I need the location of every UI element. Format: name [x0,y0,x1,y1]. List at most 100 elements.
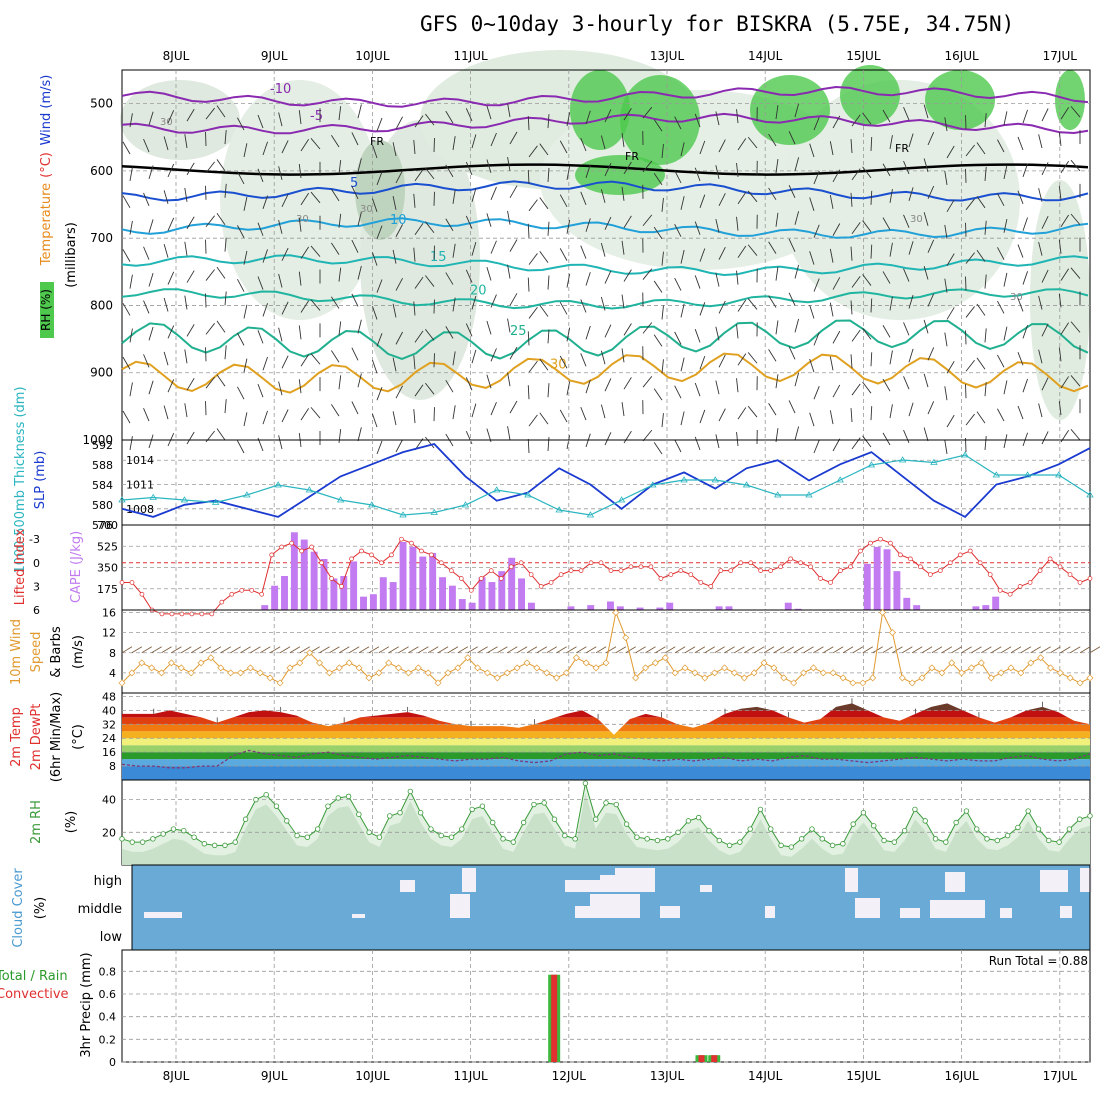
temp-ylabel-1: 2m Temp [9,707,24,767]
rh-marker [367,830,372,835]
li-marker [519,561,523,565]
surface-wind-barb [586,647,596,653]
rh-marker [861,810,866,815]
surface-wind-barb [636,647,646,653]
wind-speed-marker [277,680,283,686]
rh-marker [583,781,588,786]
li-marker [928,573,932,577]
surface-wind-barb [260,647,270,653]
wind-frame [122,610,1090,693]
cape-bar [488,582,495,610]
cloud-block [450,894,470,918]
isotherm-label: 5 [350,176,358,191]
surface-wind-barb [152,647,162,653]
wind-speed-marker [652,660,658,666]
rh-marker [511,840,516,845]
surface-wind-barb [320,647,330,653]
precip-frame [122,950,1090,1062]
day-label-bottom: 9JUL [261,1069,288,1083]
wind-speed-marker [544,670,550,676]
wind-speed-marker [978,660,984,666]
temp-tick: 24 [102,732,116,745]
cloud-block [945,872,965,892]
surface-wind-barb [349,647,359,653]
rh-marker [882,838,887,843]
surface-wind-barb [418,647,428,653]
wind-ylabel-3: & Barbs [49,626,64,678]
thick-tick: 580 [92,499,113,512]
cloud-level-label: middle [78,902,122,917]
surface-wind-barb [458,647,468,653]
cape-bar [893,571,900,610]
li-marker [419,549,423,553]
li-marker [1058,565,1062,569]
rh-marker [1077,817,1082,822]
day-label-bottom: 16JUL [944,1069,979,1083]
cape-bar [785,603,792,610]
temp-band [122,731,1090,738]
cape-bar [992,597,999,610]
surface-wind-barb [1001,647,1011,653]
surface-wind-barb [250,647,260,653]
rh-marker [748,827,753,832]
rh-marker [532,802,537,807]
rh-marker [233,840,238,845]
wind-speed-marker [396,665,402,671]
wind-speed-marker [1087,675,1093,681]
temp-band [122,738,1090,745]
wind-speed-marker [712,670,718,676]
wind-speed-marker [504,670,510,676]
day-label-top: 14JUL [748,49,783,63]
surface-wind-barb [1021,647,1031,653]
li-marker [978,561,982,565]
li-marker [699,580,703,584]
li-ylabel: Lifted Index [13,528,28,605]
surface-wind-barb [655,647,665,653]
temp-band [122,745,1090,752]
li-marker [489,569,493,573]
surface-wind-barb [211,647,221,653]
precip-legend-total: Total / Rain [0,969,68,984]
surface-wind-barb [132,647,142,653]
freezing-label: FR [625,150,639,163]
rh-marker [1057,840,1062,845]
freezing-label: FR [895,142,909,155]
cape-bar [982,605,989,610]
wind-speed-marker [830,670,836,676]
ua-ytick: 800 [90,298,113,312]
day-label-top: 17JUL [1043,49,1078,63]
wind-speed-marker [415,665,421,671]
rh-marker [212,843,217,848]
rh-marker [902,828,907,833]
rh-marker [192,835,197,840]
li-marker [948,561,952,565]
rh-marker [295,833,300,838]
rh-marker [665,837,670,842]
surface-wind-barb [606,647,616,653]
ua-ylabel-temperature: Temperature [39,183,54,266]
li-marker [799,561,803,565]
slp-ylabel-slp: SLP (mb) [33,451,48,510]
wind-speed-marker [702,675,708,681]
surface-wind-barb [369,647,379,653]
surface-wind-barb [596,647,606,653]
li-marker [659,577,663,581]
li-marker [1038,569,1042,573]
cloud-block [615,868,655,892]
day-label-bottom: 8JUL [163,1069,190,1083]
rh-marker [944,840,949,845]
rh-marker [851,822,856,827]
rh-marker [202,841,207,846]
ua-ylabel-mb: (millibars) [64,222,79,288]
day-label-top: 9JUL [261,49,288,63]
wind-speed-marker [623,635,629,641]
li-marker [140,592,144,596]
temp-band [122,766,1090,780]
li-marker [559,573,563,577]
wind-speed-marker [1008,665,1014,671]
rh-marker [439,833,444,838]
rh-marker [490,820,495,825]
day-label-top: 10JUL [355,49,390,63]
wind-speed-marker [524,660,530,666]
cape-bar [479,577,486,610]
